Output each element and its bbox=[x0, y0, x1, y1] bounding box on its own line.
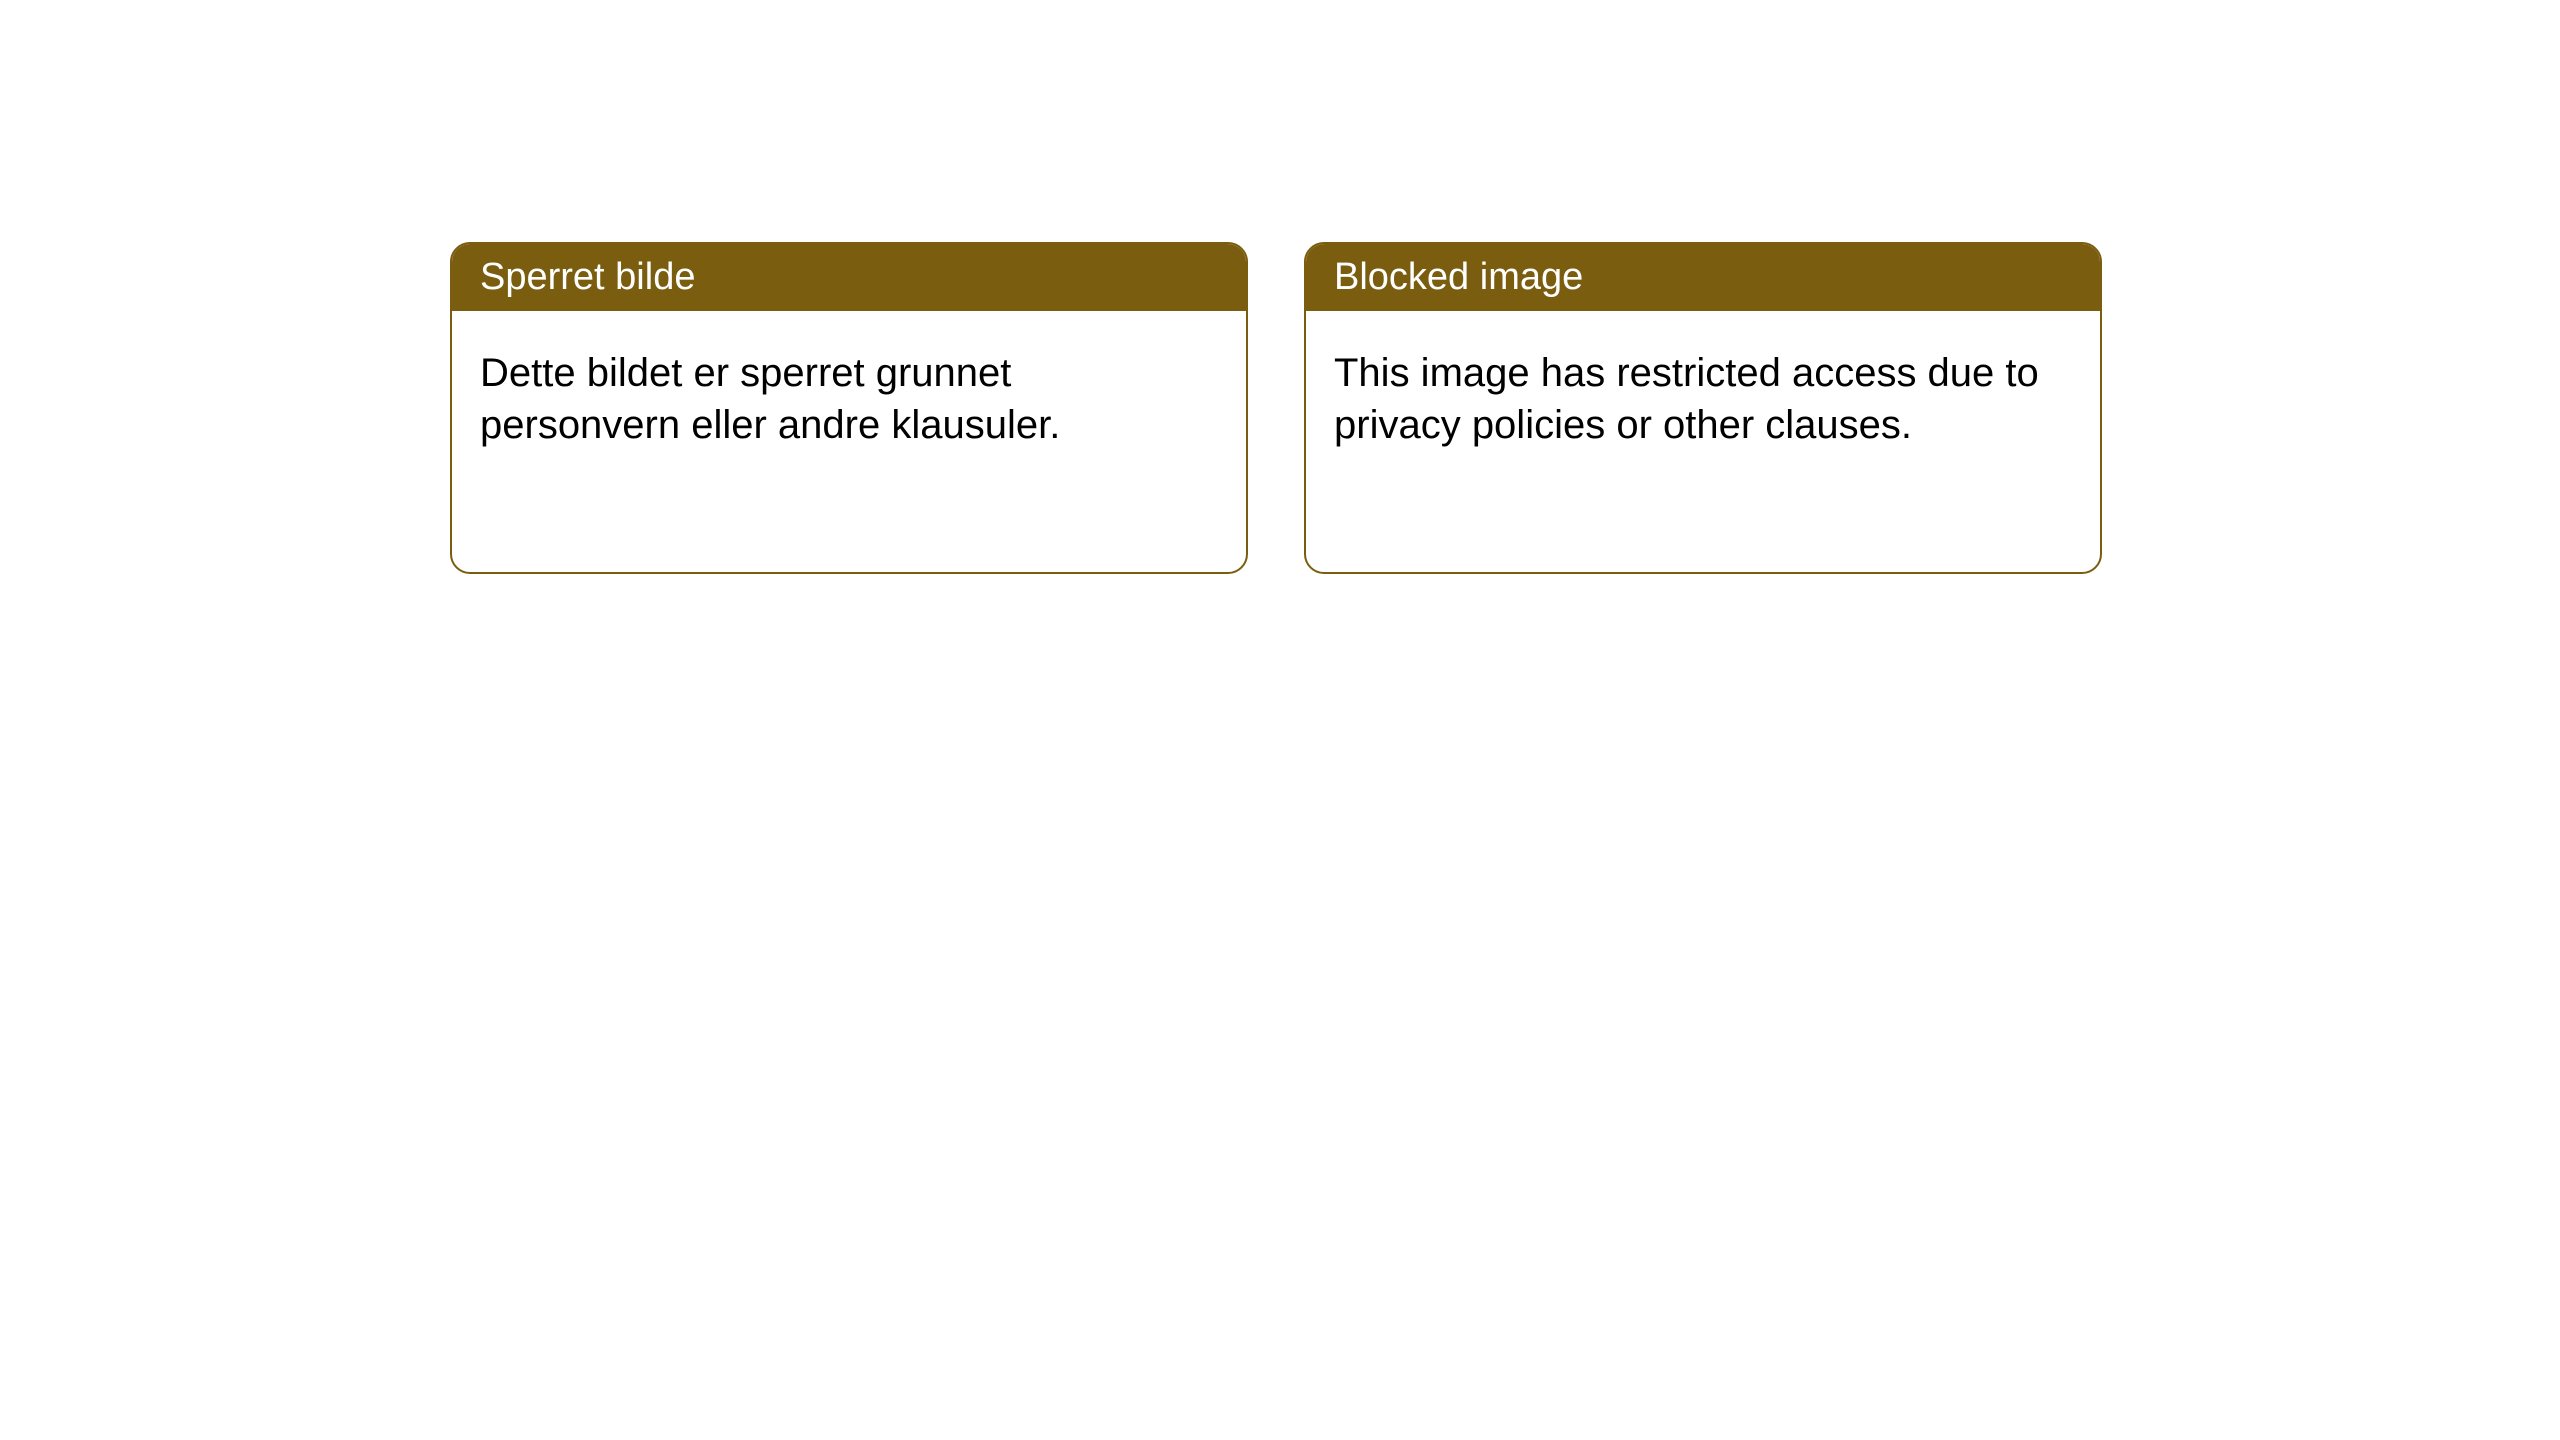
notice-card-no: Sperret bilde Dette bildet er sperret gr… bbox=[450, 242, 1248, 574]
notice-container: Sperret bilde Dette bildet er sperret gr… bbox=[0, 0, 2560, 574]
notice-card-title: Blocked image bbox=[1306, 244, 2100, 311]
notice-card-body: This image has restricted access due to … bbox=[1306, 311, 2100, 487]
notice-card-en: Blocked image This image has restricted … bbox=[1304, 242, 2102, 574]
notice-card-body: Dette bildet er sperret grunnet personve… bbox=[452, 311, 1246, 487]
notice-card-title: Sperret bilde bbox=[452, 244, 1246, 311]
